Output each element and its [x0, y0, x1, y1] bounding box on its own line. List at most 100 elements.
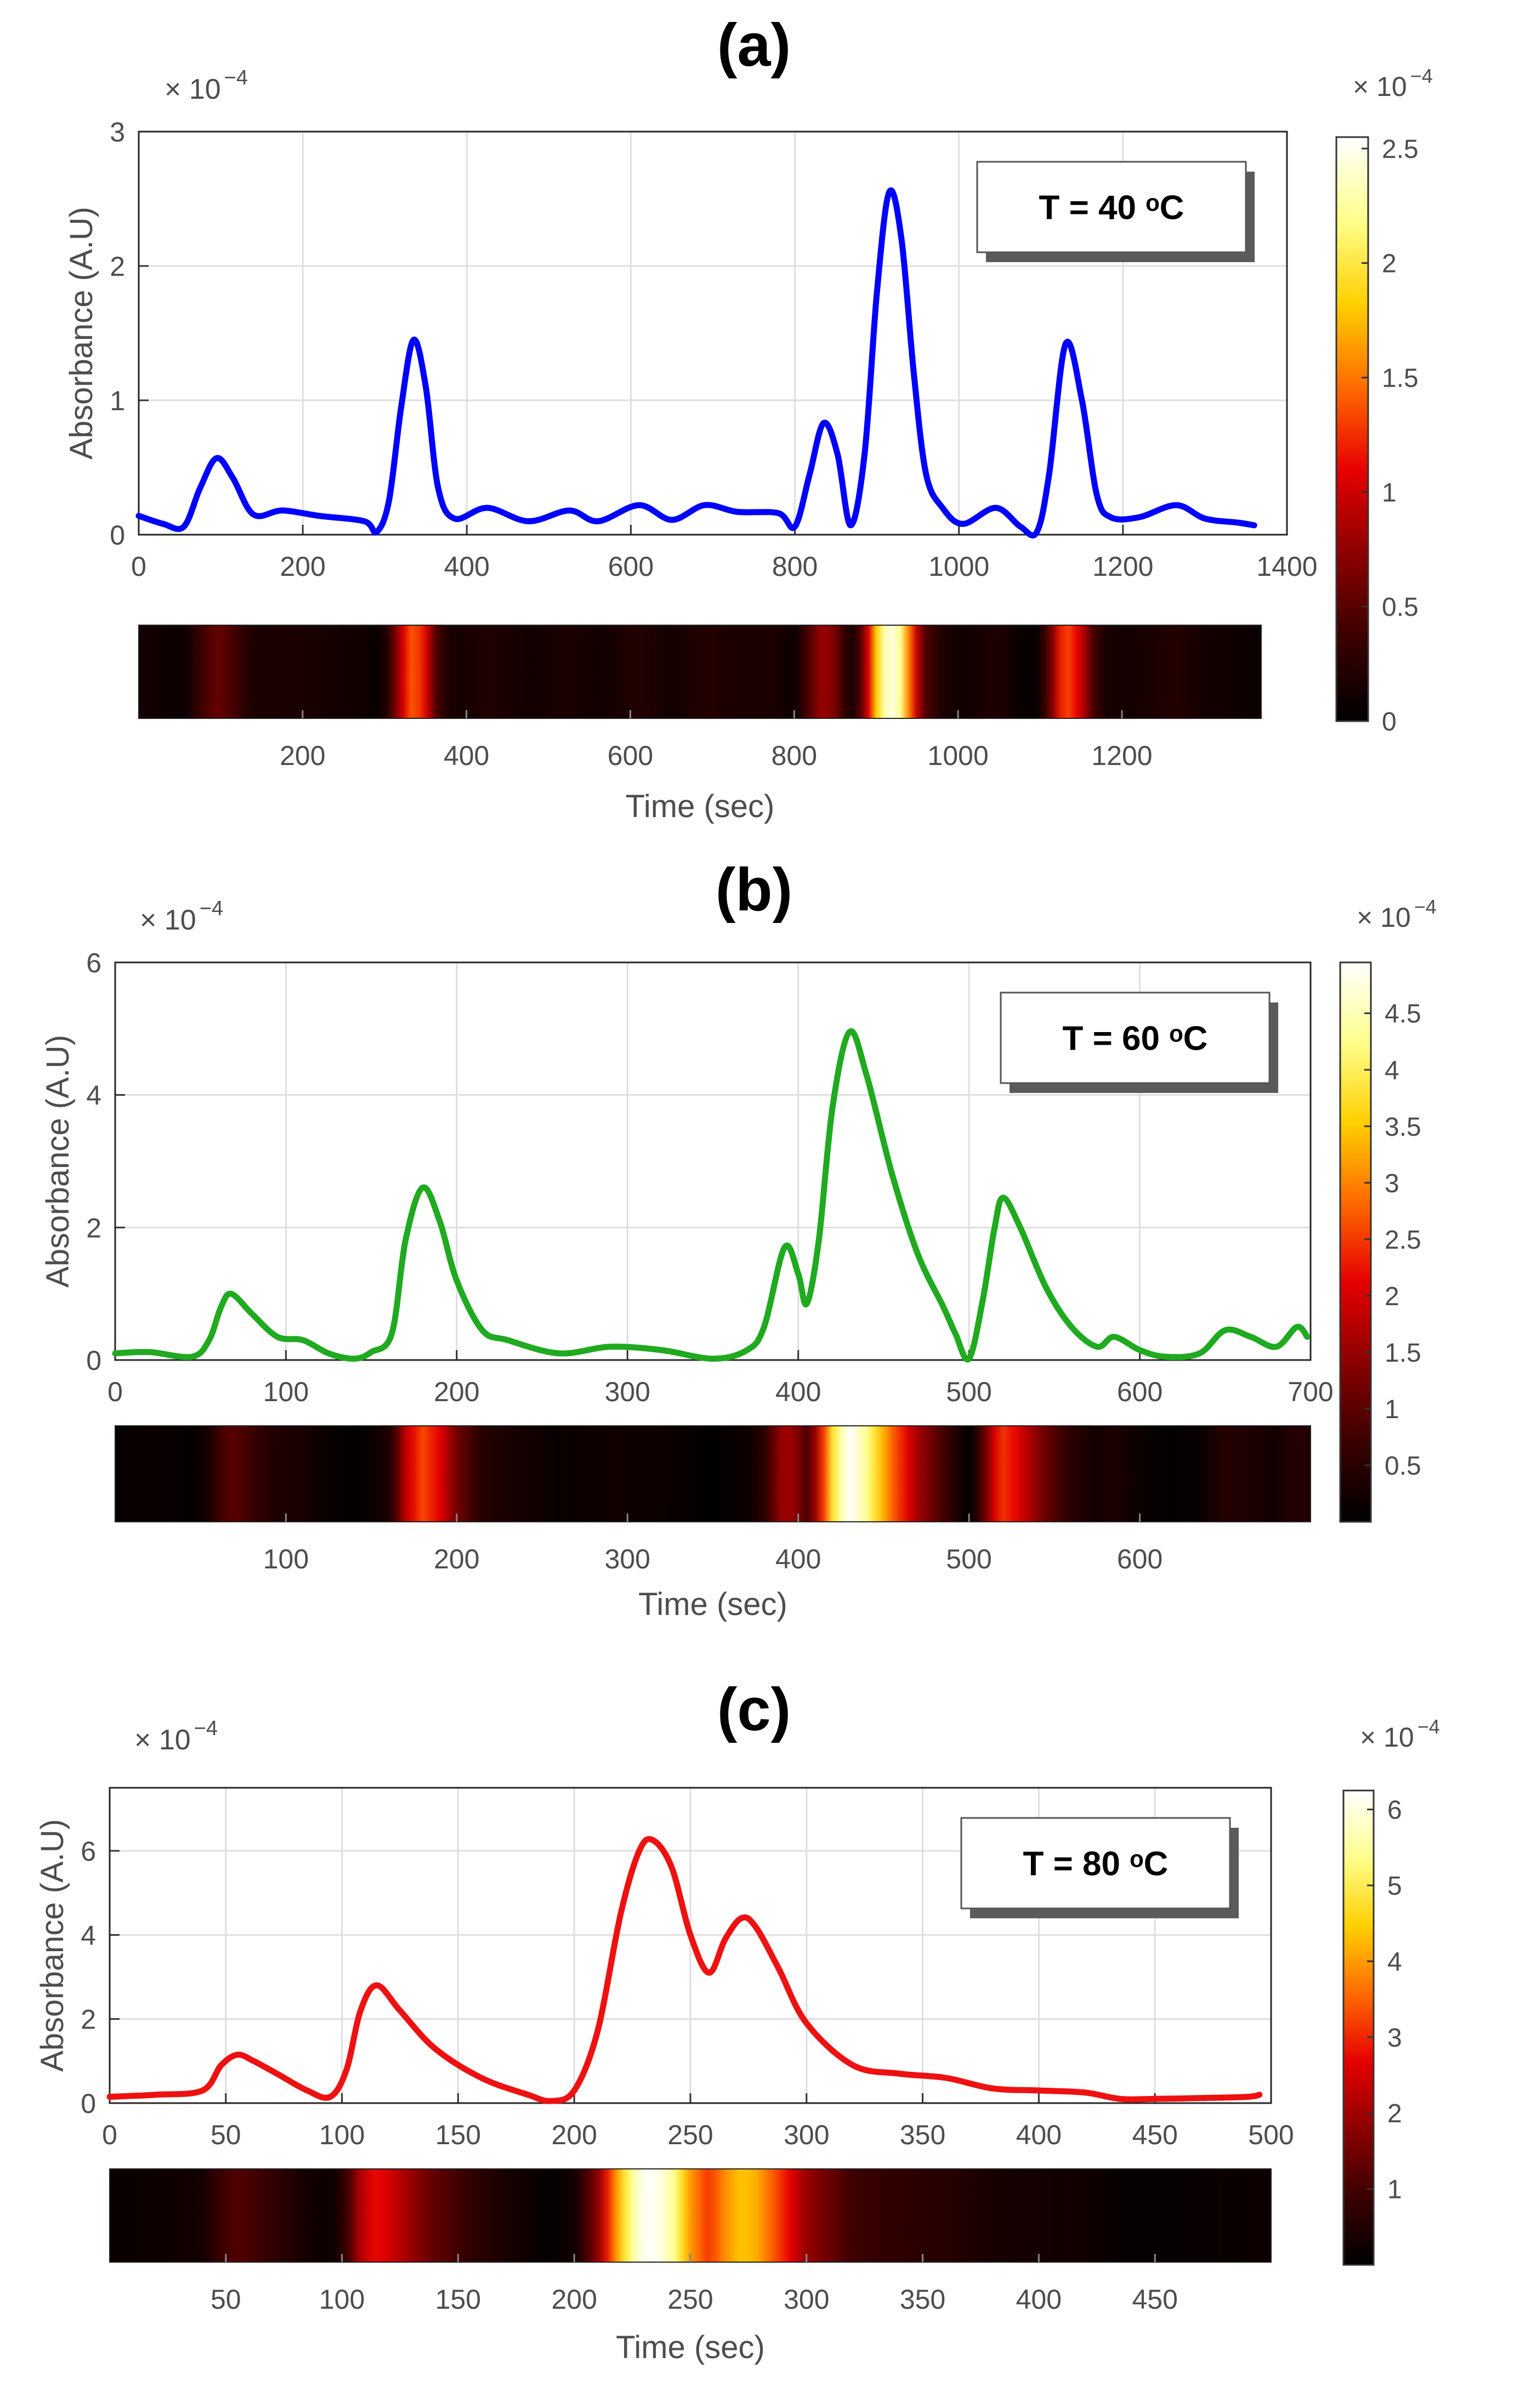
x-axis-label: Time (sec)	[626, 789, 775, 824]
panel-label: (b)	[716, 856, 792, 923]
heatmap-tick-label: 400	[444, 740, 489, 771]
colorbar-tick-label: 3	[1385, 1169, 1399, 1198]
y-tick-label: 3	[110, 117, 125, 148]
x-tick-label: 0	[107, 1376, 123, 1407]
heatmap-tick-label: 300	[784, 2284, 829, 2315]
colorbar-multiplier-base: × 10	[1360, 1722, 1414, 1753]
colorbar-tick-label: 5	[1387, 1872, 1402, 1901]
heatmap-tick-label: 200	[434, 1544, 479, 1574]
colorbar-tick-label: 2.5	[1385, 1226, 1421, 1255]
x-tick-label: 50	[211, 2120, 241, 2150]
colorbar-multiplier: × 10 −4	[1353, 65, 1433, 102]
y-tick-label: 1	[110, 386, 125, 416]
colorbar-tick-label: 1	[1385, 1395, 1399, 1424]
colorbar-multiplier-exponent: −4	[1410, 65, 1433, 87]
y-multiplier-exponent: −4	[200, 897, 223, 920]
heatmap-tick-label: 1000	[928, 740, 989, 771]
colorbar-multiplier: × 10 −4	[1360, 1715, 1440, 1753]
x-tick-label: 600	[1117, 1376, 1163, 1407]
y-tick-label: 0	[81, 2088, 96, 2119]
x-tick-label: 1400	[1256, 551, 1317, 582]
x-axis-label: Time (sec)	[638, 1587, 787, 1622]
y-tick-label: 6	[81, 1836, 96, 1867]
x-tick-label: 150	[435, 2120, 481, 2150]
heatmap-tick-label: 400	[1016, 2284, 1062, 2315]
colorbar	[1339, 961, 1372, 1523]
y-tick-label: 2	[81, 2004, 96, 2035]
x-tick-label: 400	[444, 551, 490, 582]
heatmap-tick-label: 800	[772, 740, 817, 771]
y-tick-label: 4	[81, 1920, 96, 1951]
panel-a: (a)0 200 400 600 800 1000 1200 14000123Absorban…	[64, 12, 1433, 824]
heatmap-strip	[115, 1425, 1311, 1522]
heatmap-tick-label: 350	[900, 2284, 945, 2315]
heatmap-tick-label: 250	[667, 2284, 713, 2315]
legend-box	[976, 161, 1247, 253]
colorbar-multiplier-base: × 10	[1357, 902, 1411, 933]
y-multiplier: × 10 −4	[165, 66, 248, 105]
heatmap-tick-label: 100	[263, 1544, 309, 1574]
x-tick-label: 500	[946, 1376, 991, 1407]
heatmap-tick-label: 400	[775, 1544, 821, 1574]
y-multiplier-exponent: −4	[194, 1717, 218, 1740]
panel-b: (b) 0 100 200 300 400 500 600 700 0 2 4 6 Absorbance …	[40, 856, 1437, 1622]
x-tick-label: 200	[434, 1376, 479, 1407]
heatmap-tick-label: 200	[551, 2284, 597, 2315]
axes-box	[109, 1787, 1272, 2104]
legend-box	[960, 1817, 1231, 1910]
colorbar-tick-label: 2	[1382, 250, 1397, 279]
y-axis-label: Absorbance (A.U)	[35, 1819, 70, 2072]
y-multiplier-base: × 10	[165, 73, 221, 105]
heatmap-tick-label: 600	[608, 740, 653, 771]
y-tick-label: 2	[110, 251, 125, 282]
x-tick-label: 300	[784, 2120, 829, 2150]
x-tick-label: 500	[1248, 2120, 1294, 2150]
y-multiplier: × 10 −4	[140, 897, 223, 936]
colorbar	[1342, 1789, 1375, 2266]
colorbar-tick-label: 4	[1387, 1947, 1402, 1976]
heatmap-tick-label: 300	[605, 1544, 650, 1574]
colorbar-tick-label: 4.5	[1385, 1000, 1421, 1029]
legend-label: T = 60 ᵒC	[1063, 1020, 1208, 1058]
x-tick-label: 200	[551, 2120, 597, 2150]
heatmap-tick-label: 100	[319, 2284, 365, 2315]
colorbar-multiplier-base: × 10	[1353, 71, 1407, 102]
x-tick-label: 800	[772, 551, 818, 582]
x-tick-label: 1200	[1092, 551, 1153, 582]
heatmap-strip	[138, 625, 1262, 719]
series-line	[135, 187, 1257, 539]
colorbar-tick-label: 4	[1385, 1056, 1399, 1085]
y-tick-label: 6	[86, 948, 101, 978]
y-tick-label: 4	[86, 1080, 101, 1111]
colorbar-multiplier-exponent: −4	[1414, 896, 1437, 918]
panel-c: (c)0 50 100 150 200 250 300 350 400 450 5000246Abs…	[35, 1676, 1440, 2365]
x-tick-label: 300	[605, 1376, 650, 1407]
legend-box	[1000, 991, 1271, 1084]
y-tick-label: 2	[86, 1213, 101, 1243]
colorbar-tick-label: 6	[1387, 1796, 1402, 1825]
colorbar	[1335, 136, 1369, 722]
colorbar-multiplier-exponent: −4	[1417, 1715, 1440, 1738]
x-tick-label: 400	[775, 1376, 821, 1407]
heatmap-tick-label: 50	[211, 2284, 241, 2315]
colorbar-tick-label: 3.5	[1385, 1113, 1421, 1142]
x-tick-label: 400	[1016, 2120, 1062, 2150]
x-tick-label: 250	[667, 2120, 713, 2150]
colorbar-tick-label: 1	[1382, 478, 1397, 507]
colorbar-tick-label: 3	[1387, 2024, 1402, 2053]
series-line	[112, 1028, 1311, 1363]
colorbar-tick-label: 0	[1382, 707, 1397, 736]
axes-box	[138, 131, 1288, 536]
y-multiplier-base: × 10	[134, 1724, 191, 1756]
x-tick-label: 200	[280, 551, 325, 582]
colorbar-tick-label: 1	[1387, 2175, 1402, 2205]
x-tick-label: 1000	[928, 551, 989, 582]
colorbar-tick-label: 1.5	[1385, 1339, 1421, 1368]
panel-label: (a)	[717, 12, 791, 79]
colorbar-tick-label: 1.5	[1382, 364, 1419, 393]
x-tick-label: 700	[1288, 1376, 1333, 1407]
heatmap-tick-label: 500	[946, 1544, 991, 1574]
heatmap-tick-label: 200	[280, 740, 325, 771]
heatmap-strip	[109, 2168, 1272, 2263]
x-tick-label: 100	[319, 2120, 365, 2150]
